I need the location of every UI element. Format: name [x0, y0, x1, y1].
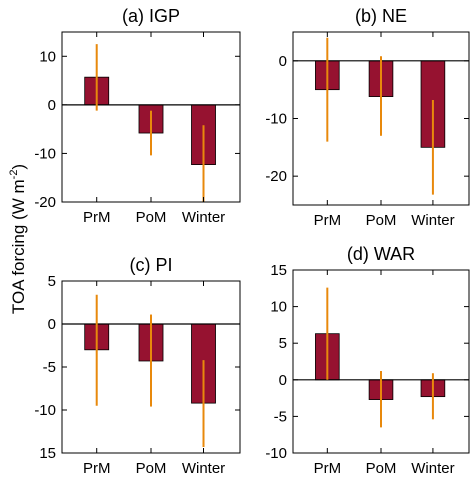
y-tick-label: 15 [39, 445, 56, 462]
y-tick-label: -10 [265, 111, 287, 128]
panel-title: (b) NE [355, 6, 407, 26]
y-tick-label: 0 [48, 316, 56, 333]
x-tick-label: PrM [314, 212, 342, 229]
panel-1: (a) IGP -20 -10 0 10 PrM PoM Winter [34, 6, 241, 226]
y-tick-label: 10 [39, 48, 56, 65]
y-tick-label: 10 [270, 299, 287, 316]
y-tick-label: -5 [274, 408, 287, 425]
x-tick-label: Winter [182, 209, 225, 226]
y-tick-label: -20 [265, 168, 287, 185]
x-tick-label: PrM [83, 209, 111, 226]
x-tick-label: PoM [366, 212, 397, 229]
x-tick-label: Winter [411, 212, 454, 229]
y-tick-label: 0 [279, 372, 287, 389]
y-tick-label: 5 [279, 335, 287, 352]
x-tick-label: PoM [136, 209, 167, 226]
x-tick-label: PrM [83, 460, 111, 477]
panel-3: (c) PI 15 -10 -5 0 5 PrM PoM Winter [34, 255, 241, 477]
x-tick-label: PrM [314, 460, 342, 477]
y-tick-label: 0 [279, 53, 287, 70]
y-tick-label: 15 [270, 262, 287, 279]
panel-2: (b) NE -20 -10 0 PrM PoM Winter [265, 6, 470, 229]
panel-title: (d) WAR [347, 244, 415, 264]
y-tick-label: -5 [43, 359, 56, 376]
x-tick-label: Winter [182, 460, 225, 477]
x-tick-label: Winter [411, 460, 454, 477]
y-tick-label: -20 [34, 194, 56, 211]
panel-4: (d) WAR -10 -5 0 5 10 15 PrM PoM Winter [265, 244, 470, 477]
panel-title: (a) IGP [122, 6, 180, 26]
panel-title: (c) PI [130, 255, 173, 275]
x-tick-label: PoM [136, 460, 167, 477]
panels: (a) IGP -20 -10 0 10 PrM PoM Winter (b) NE -20 -10… [34, 6, 470, 477]
y-axis-label: TOA forcing (W m-2) [8, 164, 28, 314]
y-tick-label: -10 [34, 145, 56, 162]
y-tick-label: 5 [48, 273, 56, 290]
y-tick-label: -10 [34, 402, 56, 419]
y-tick-label: -10 [265, 445, 287, 462]
x-tick-label: PoM [366, 460, 397, 477]
y-tick-label: 0 [48, 97, 56, 114]
